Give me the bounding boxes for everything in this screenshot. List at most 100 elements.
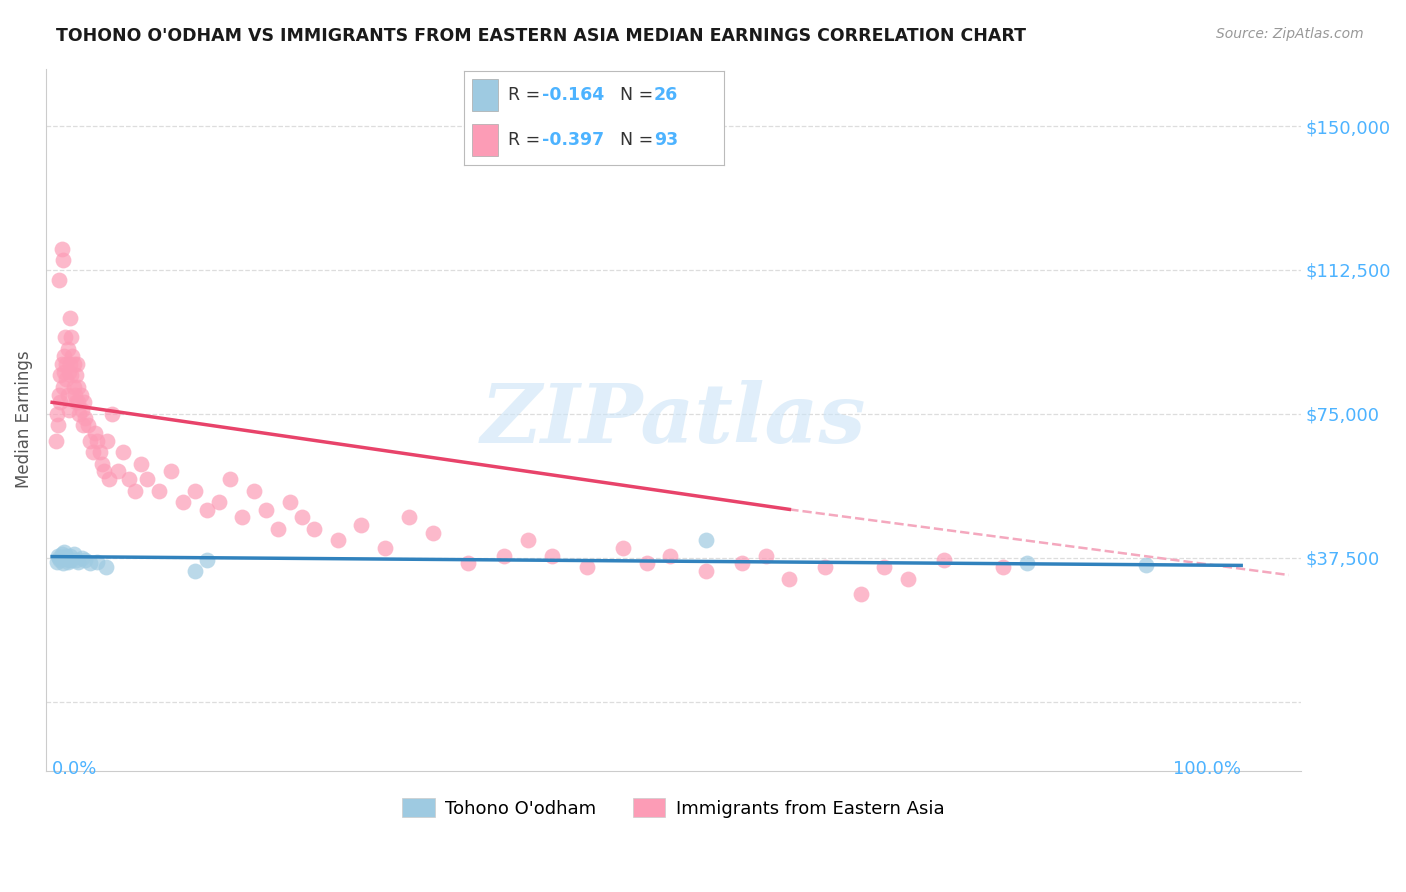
Point [72, 418, 94, 433]
Point [96, 434, 118, 448]
Point [49, 368, 72, 383]
Point [62, 357, 84, 371]
Bar [472, 78, 498, 111]
Point [731, 557, 754, 571]
Point [124, 483, 146, 498]
Legend: Tohono O'odham, Immigrants from Eastern Asia: Tohono O'odham, Immigrants from Eastern … [395, 791, 952, 825]
Point [219, 472, 242, 486]
Point [62, 547, 84, 561]
Point [659, 549, 682, 563]
Point [58, 365, 80, 379]
Point [195, 552, 218, 566]
Point [86, 555, 108, 569]
Point [45, 434, 67, 448]
Point [932, 552, 955, 566]
Point [53, 330, 76, 344]
Point [267, 522, 290, 536]
Point [457, 557, 479, 571]
Point [55, 357, 77, 371]
Point [131, 457, 153, 471]
Point [75, 552, 97, 566]
Text: -0.164: -0.164 [543, 86, 605, 103]
Point [53, 365, 76, 379]
Point [107, 464, 129, 478]
Text: R =: R = [508, 131, 546, 149]
Point [492, 549, 515, 563]
Point [636, 557, 658, 571]
Point [58, 403, 80, 417]
Point [56, 342, 79, 356]
Point [52, 557, 75, 571]
Point [82, 445, 104, 459]
Text: R =: R = [508, 86, 546, 103]
Point [89, 445, 111, 459]
Text: N =: N = [620, 86, 659, 103]
Point [873, 560, 896, 574]
Point [67, 395, 90, 409]
Point [326, 533, 349, 548]
Point [52, 380, 75, 394]
Point [98, 472, 121, 486]
Point [60, 368, 83, 383]
Point [86, 434, 108, 448]
Point [66, 357, 89, 371]
Point [53, 550, 76, 565]
Point [49, 395, 72, 409]
Point [291, 510, 314, 524]
Text: ZIPatlas: ZIPatlas [481, 380, 866, 459]
Point [350, 518, 373, 533]
Text: 93: 93 [654, 131, 678, 149]
Point [778, 572, 800, 586]
Point [112, 445, 135, 459]
Point [100, 407, 122, 421]
Point [118, 472, 141, 486]
Point [814, 560, 837, 574]
Text: -0.397: -0.397 [543, 131, 605, 149]
Point [48, 550, 70, 565]
Point [52, 253, 75, 268]
Point [849, 587, 872, 601]
Point [172, 495, 194, 509]
Point [993, 560, 1015, 574]
Point [576, 560, 599, 574]
Point [516, 533, 538, 548]
Bar [472, 124, 498, 156]
Point [76, 418, 98, 433]
Point [60, 330, 83, 344]
Point [45, 555, 67, 569]
Point [243, 483, 266, 498]
Point [612, 541, 634, 556]
Point [69, 407, 91, 421]
Y-axis label: Median Earnings: Median Earnings [15, 351, 32, 489]
Point [79, 434, 101, 448]
Point [278, 495, 301, 509]
Point [56, 555, 79, 569]
Point [148, 483, 170, 498]
Point [540, 549, 562, 563]
Point [374, 541, 396, 556]
Point [59, 310, 82, 325]
Point [1017, 557, 1039, 571]
Point [59, 549, 82, 563]
Point [65, 368, 87, 383]
Point [53, 349, 76, 363]
Point [70, 403, 93, 417]
Point [70, 550, 93, 565]
Point [51, 547, 73, 561]
Point [695, 564, 717, 578]
Point [94, 560, 117, 574]
Text: 0.0%: 0.0% [52, 760, 97, 779]
Point [53, 545, 76, 559]
Point [67, 380, 90, 394]
Point [65, 552, 87, 566]
Point [69, 387, 91, 401]
Point [231, 510, 253, 524]
Point [422, 525, 444, 540]
Point [1135, 558, 1157, 573]
Point [48, 272, 70, 286]
Point [755, 549, 778, 563]
Point [63, 387, 86, 401]
Text: Source: ZipAtlas.com: Source: ZipAtlas.com [1216, 27, 1364, 41]
Point [91, 457, 114, 471]
Point [398, 510, 420, 524]
